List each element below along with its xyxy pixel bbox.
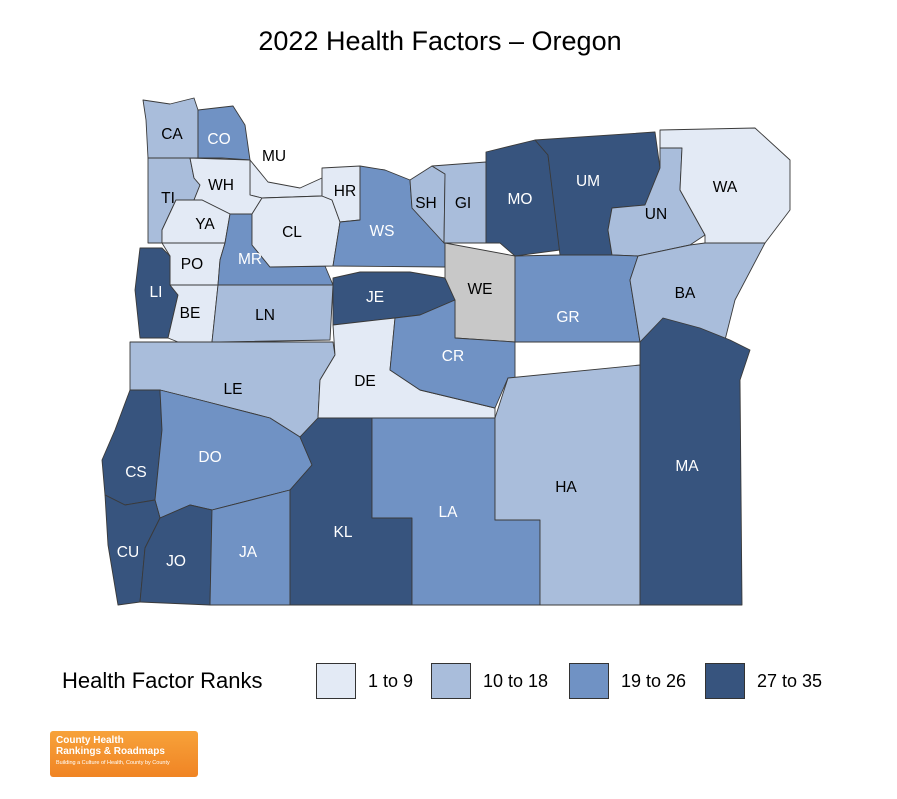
county-label-wh: WH [208,177,234,194]
county-label-cr: CR [442,348,464,365]
county-shape [494,364,641,606]
legend-swatch [705,663,745,699]
county-label-mu: MU [262,148,286,165]
county-label-kl: KL [334,524,353,541]
county-ba [629,242,766,343]
county-label-ma: MA [675,458,699,475]
county-shape [629,242,766,343]
county-label-un: UN [645,206,667,223]
county-mu [249,159,323,199]
county-shape [639,317,751,606]
county-label-ca: CA [161,126,183,143]
county-shape [101,389,163,506]
county-label-co: CO [207,131,230,148]
county-label-gr: GR [556,309,579,326]
county-label-po: PO [181,256,203,273]
county-label-mo: MO [508,191,533,208]
legend-label: 1 to 9 [368,670,414,691]
oregon-county-map: CA CO MU TI WH YA PO MR CL HR WS SH GI MO UM UN WA LI BE LN… [101,97,791,606]
county-label-ya: YA [195,216,215,233]
county-shape [249,159,323,199]
legend-label: 27 to 35 [757,670,823,691]
county-un [607,147,706,257]
county-shape [431,161,487,244]
county-ln [211,284,334,343]
county-shape [514,254,641,343]
county-label-gi: GI [455,195,471,212]
legend-item-10-to-18: 10 to 18 [431,662,548,700]
county-label-ln: LN [255,307,275,324]
county-label-we: WE [468,281,493,298]
county-label-ba: BA [675,285,696,302]
county-label-ti: TI [161,190,175,207]
county-label-be: BE [180,305,201,322]
legend-swatch [431,663,471,699]
county-health-rankings-logo: County Health Rankings & Roadmaps Buildi… [50,731,198,777]
legend-item-19-to-26: 19 to 26 [569,662,686,700]
county-gi [431,161,487,244]
legend-swatch [569,663,609,699]
legend-swatch [316,663,356,699]
county-label-ja: JA [239,544,258,561]
county-label-cu: CU [117,544,139,561]
county-label-ws: WS [370,223,395,240]
county-label-le: LE [224,381,243,398]
county-label-do: DO [198,449,221,466]
county-label-cs: CS [125,464,147,481]
logo-text: County Health Rankings & Roadmaps [56,735,165,757]
legend-item-27-to-35: 27 to 35 [705,662,822,700]
county-label-wa: WA [713,179,738,196]
map-title: 2022 Health Factors – Oregon [258,26,622,56]
county-label-cl: CL [282,224,302,241]
county-label-la: LA [439,504,459,521]
county-label-je: JE [366,289,384,306]
legend-label: 10 to 18 [483,670,549,691]
county-label-um: UM [576,173,600,190]
county-label-sh: SH [415,195,437,212]
county-label-ha: HA [555,479,577,496]
county-ha [494,364,641,606]
county-label-mr: MR [238,251,262,268]
legend-label: 19 to 26 [621,670,687,691]
county-gr [514,254,641,343]
county-cs [101,389,163,506]
county-label-li: LI [150,284,163,301]
county-ma [639,317,751,606]
county-label-hr: HR [334,183,356,200]
logo-tagline: Building a Culture of Health, County by … [56,760,170,766]
county-shape [607,147,706,257]
county-shape [211,284,334,343]
legend-title: Health Factor Ranks [62,668,263,693]
county-label-jo: JO [166,553,186,570]
legend-item-1-to-9: 1 to 9 [316,662,413,700]
county-label-de: DE [354,373,376,390]
